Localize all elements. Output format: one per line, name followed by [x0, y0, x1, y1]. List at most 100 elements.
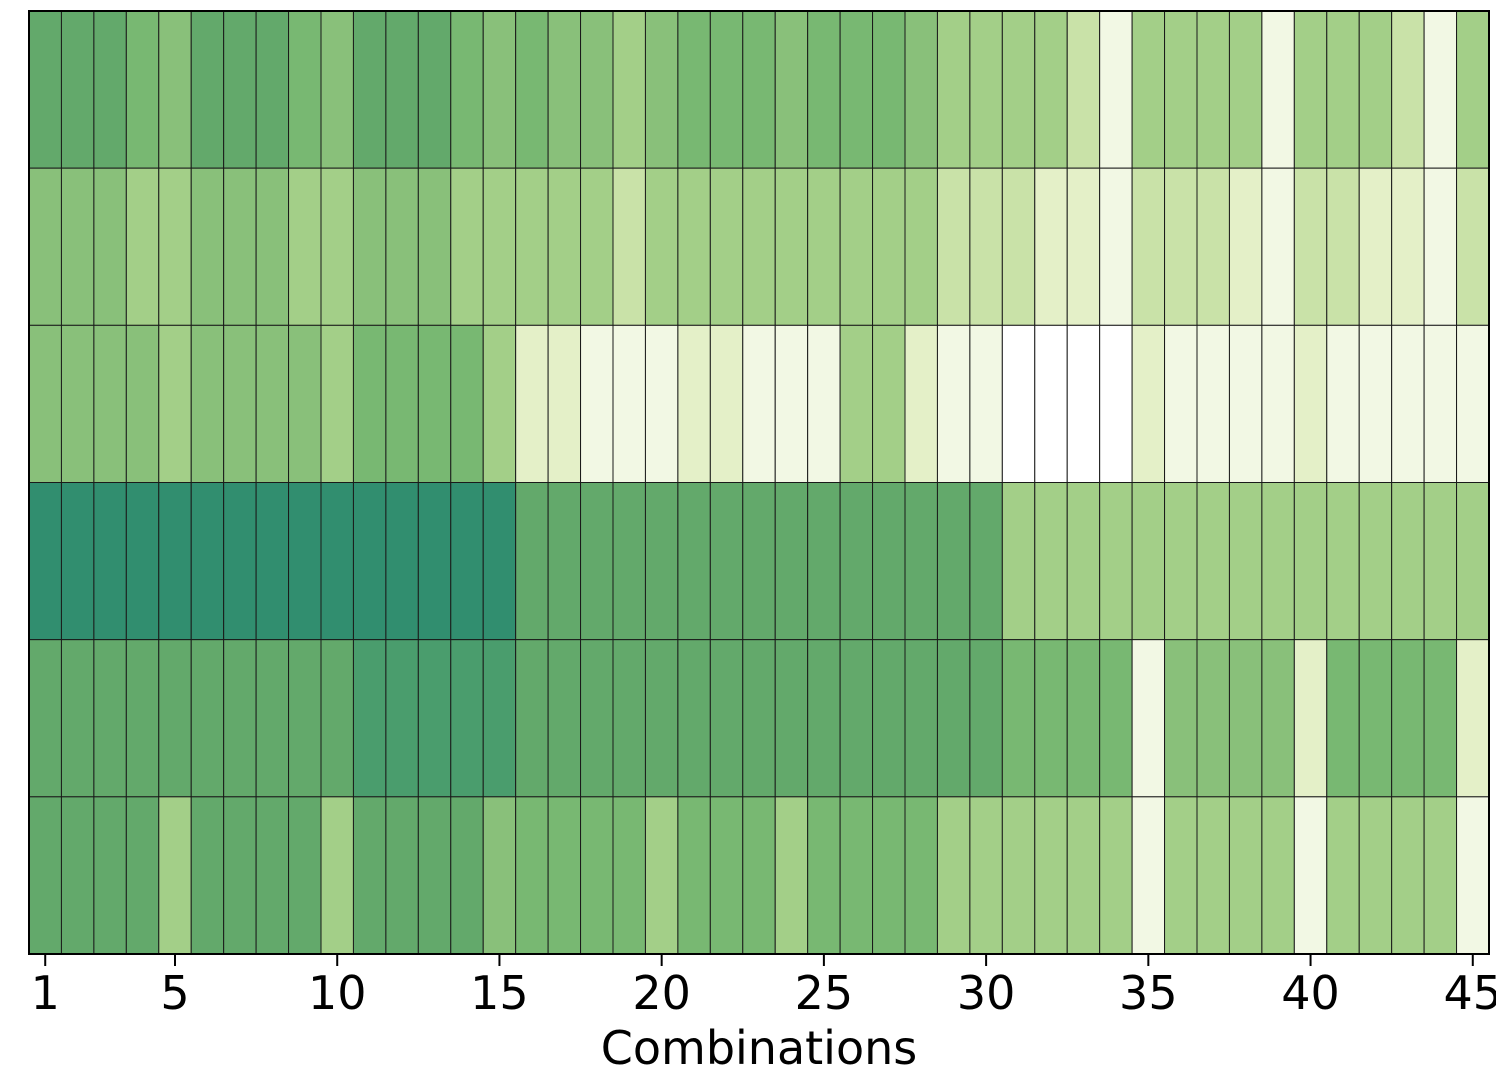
heatmap-cell	[60, 482, 95, 641]
heatmap-cell	[1099, 482, 1133, 641]
heatmap-cell	[450, 482, 484, 641]
x-axis-label: Combinations	[601, 1021, 917, 1075]
heatmap-cell	[1456, 167, 1490, 326]
heatmap-cell	[839, 639, 874, 798]
heatmap-cell	[1228, 796, 1263, 955]
heatmap-cell	[612, 639, 646, 798]
heatmap-cell	[450, 796, 484, 955]
heatmap-cell	[1164, 324, 1198, 484]
heatmap-cell	[839, 167, 874, 326]
heatmap-cell	[288, 10, 322, 169]
heatmap-cell	[320, 796, 354, 955]
heatmap-cell	[1034, 482, 1068, 641]
heatmap-cell	[547, 167, 582, 326]
heatmap-cell	[1423, 10, 1458, 169]
heatmap-cell	[904, 796, 938, 955]
heatmap-cell	[190, 482, 225, 641]
heatmap-cell	[1293, 482, 1328, 641]
heatmap-cell	[904, 639, 938, 798]
heatmap-cell	[677, 796, 711, 955]
heatmap-cell	[677, 10, 711, 169]
heatmap-cell	[190, 324, 225, 484]
heatmap-cell	[482, 10, 517, 169]
heatmap-cell	[709, 324, 744, 484]
heatmap-cell	[28, 324, 62, 484]
heatmap-cell	[190, 10, 225, 169]
heatmap-cell	[288, 639, 322, 798]
heatmap-cell	[28, 639, 62, 798]
heatmap-cell	[190, 167, 225, 326]
heatmap-cell	[450, 639, 484, 798]
heatmap-cell	[1261, 482, 1295, 641]
heatmap-cell	[1391, 167, 1425, 326]
heatmap-cell	[969, 796, 1003, 955]
heatmap-cell	[28, 796, 62, 955]
heatmap-cell	[1196, 167, 1230, 326]
heatmap-cell	[28, 10, 62, 169]
heatmap-cell	[936, 324, 971, 484]
heatmap-cell	[839, 482, 874, 641]
heatmap-cell	[1423, 167, 1458, 326]
heatmap-cell	[936, 639, 971, 798]
heatmap-cell	[547, 639, 582, 798]
heatmap-cell	[774, 639, 809, 798]
heatmap-cell	[515, 796, 549, 955]
heatmap-cell	[1131, 167, 1166, 326]
heatmap-cell	[1196, 482, 1230, 641]
heatmap-cell	[60, 324, 95, 484]
heatmap-cell	[904, 167, 938, 326]
heatmap-cell	[936, 796, 971, 955]
heatmap-cell	[417, 167, 452, 326]
heatmap-cell	[1034, 796, 1068, 955]
heatmap-cell	[1423, 324, 1458, 484]
heatmap-cell	[1358, 167, 1393, 326]
heatmap-cell	[385, 324, 419, 484]
heatmap-cell	[1131, 482, 1166, 641]
heatmap-cell	[1326, 639, 1360, 798]
heatmap-cell	[450, 167, 484, 326]
heatmap-cell	[417, 796, 452, 955]
heatmap-cell	[288, 796, 322, 955]
heatmap-cell	[255, 639, 290, 798]
heatmap-cell	[158, 10, 192, 169]
heatmap-cell	[125, 167, 160, 326]
heatmap-cell	[352, 639, 387, 798]
heatmap-cell	[612, 482, 646, 641]
heatmap-cell	[385, 167, 419, 326]
heatmap-cell	[580, 796, 614, 955]
heatmap-cells	[28, 10, 1490, 955]
heatmap-cell	[385, 796, 419, 955]
heatmap-cell	[385, 639, 419, 798]
heatmap-cell	[677, 482, 711, 641]
heatmap-cell	[709, 10, 744, 169]
heatmap-cell	[1196, 796, 1230, 955]
x-tick-label: 45	[1444, 966, 1496, 1020]
heatmap-cell	[1326, 324, 1360, 484]
heatmap-cell	[1001, 482, 1036, 641]
heatmap-cell	[1196, 639, 1230, 798]
heatmap-cell	[385, 482, 419, 641]
heatmap-cell	[936, 10, 971, 169]
x-tick-label: 35	[1119, 966, 1178, 1020]
heatmap-cell	[677, 167, 711, 326]
heatmap-cell	[872, 10, 906, 169]
heatmap-cell	[1099, 10, 1133, 169]
heatmap-cell	[1326, 10, 1360, 169]
heatmap-cell	[774, 10, 809, 169]
heatmap-cell	[774, 167, 809, 326]
heatmap-cell	[223, 167, 257, 326]
heatmap-cell	[288, 167, 322, 326]
heatmap-cell	[255, 167, 290, 326]
heatmap-cell	[158, 796, 192, 955]
heatmap-cell	[158, 324, 192, 484]
x-axis-ticks: 1 5 10 15 20 25 30 35 40 45	[31, 954, 1496, 1020]
heatmap-cell	[482, 482, 517, 641]
heatmap-cell	[482, 324, 517, 484]
heatmap-cell	[969, 482, 1003, 641]
heatmap-cell	[547, 10, 582, 169]
heatmap-cell	[1228, 324, 1263, 484]
heatmap-cell	[1066, 482, 1101, 641]
heatmap-cell	[1164, 796, 1198, 955]
heatmap-cell	[904, 324, 938, 484]
